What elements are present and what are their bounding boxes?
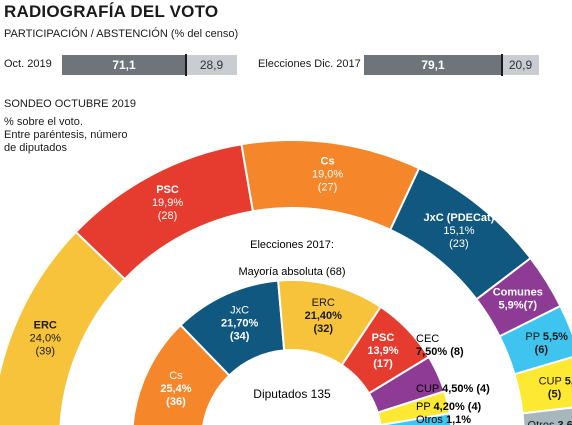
outer-seats-erc: (39) bbox=[36, 346, 56, 358]
poll-note-line: Entre paréntesis, número bbox=[4, 129, 128, 141]
outer-value-jxc-pdecat: 15,1% bbox=[443, 225, 474, 237]
outer-label-cs: Cs bbox=[321, 155, 335, 167]
participation-fill-2017: 79,1 bbox=[364, 55, 502, 75]
inner-label-erc: ERC bbox=[312, 297, 335, 309]
center-label: Diputados 135 bbox=[253, 387, 331, 401]
turnout-label-2017: Elecciones Dic. 2017 bbox=[258, 58, 361, 70]
turnout-tick-2017 bbox=[501, 54, 503, 76]
inner-value-cec: 7,50% (8) bbox=[416, 346, 464, 358]
outer-label-cup: CUP 5,4% bbox=[539, 375, 572, 387]
inner-seats-erc: (32) bbox=[313, 323, 333, 335]
inner-value-psc: 13,9% bbox=[367, 345, 398, 357]
turnout-bar-2017: 79,1 20,9 bbox=[364, 54, 539, 76]
outer-value-psc: 19,9% bbox=[152, 197, 183, 209]
outer-label-psc: PSC bbox=[156, 184, 179, 196]
inner-value-cs: 25,4% bbox=[160, 383, 191, 395]
inner-seats-jxc: (34) bbox=[230, 330, 250, 342]
outer-label-erc: ERC bbox=[34, 320, 57, 332]
outer-ring bbox=[0, 139, 572, 425]
inner-seats-psc: (17) bbox=[373, 358, 393, 370]
outer-value-cs: 19,0% bbox=[312, 168, 343, 180]
abstention-fill-2019: 28,9 bbox=[186, 55, 237, 75]
poll-note: % sobre el voto. Entre paréntesis, númer… bbox=[4, 116, 134, 155]
outer-seats-cup: (5) bbox=[548, 388, 562, 400]
outer-seats-pp: (6) bbox=[535, 344, 549, 356]
inner-value-jxc: 21,70% bbox=[221, 317, 259, 329]
inner-slice-pp bbox=[379, 412, 453, 425]
inner-label-jxc: JxC bbox=[230, 304, 249, 316]
outer-slice-otros bbox=[521, 406, 572, 425]
majority-label: Mayoría absoluta (68) bbox=[239, 266, 346, 278]
outer-seats-cs: (27) bbox=[318, 181, 338, 193]
outer-seats-jxc-pdecat: (23) bbox=[449, 238, 469, 250]
poll-title: SONDEO OCTUBRE 2019 bbox=[4, 98, 137, 110]
chart-title: RADIOGRAFÍA DEL VOTO bbox=[4, 2, 219, 21]
turnout-subtitle: PARTICIPACIÓN / ABSTENCIÓN (% del censo) bbox=[4, 28, 239, 40]
inner-seats-cs: (36) bbox=[166, 396, 186, 408]
inner-value-erc: 21,40% bbox=[305, 310, 343, 322]
inner-label-pp: PP 4,20% (4) bbox=[416, 401, 482, 413]
inner-slice-cup bbox=[376, 390, 451, 425]
abstention-fill-2017: 20,9 bbox=[502, 55, 539, 75]
outer-label-pp: PP 5,5% bbox=[525, 331, 568, 343]
inner-label-psc: PSC bbox=[372, 332, 395, 344]
inner-ring bbox=[131, 279, 453, 425]
poll-note-line: de diputados bbox=[4, 142, 67, 154]
turnout-label-2019: Oct. 2019 bbox=[4, 58, 52, 70]
outer-label-otros: Otros 3,6% bbox=[528, 420, 572, 425]
participation-fill-2019: 71,1 bbox=[62, 55, 186, 75]
outer-label-comunes: Comunes bbox=[493, 286, 543, 298]
outer-value-erc: 24,0% bbox=[30, 333, 61, 345]
poll-note-line: % sobre el voto. bbox=[4, 116, 83, 128]
turnout-bar-2019: 71,1 28,9 bbox=[62, 54, 237, 76]
inner-label-cec: CEC bbox=[416, 333, 439, 345]
outer-seats-psc: (28) bbox=[158, 210, 178, 222]
outer-label-jxc-pdecat: JxC (PDECat) bbox=[423, 212, 494, 224]
inner-label-cs: Cs bbox=[169, 370, 183, 382]
turnout-tick-2019 bbox=[185, 54, 187, 76]
inner-label-otros: Otros 1,1% bbox=[416, 414, 471, 425]
inner-title: Elecciones 2017: bbox=[250, 239, 334, 251]
inner-label-cup: CUP 4,50% (4) bbox=[416, 383, 490, 395]
outer-value-comunes: 5,9%(7) bbox=[499, 299, 538, 311]
